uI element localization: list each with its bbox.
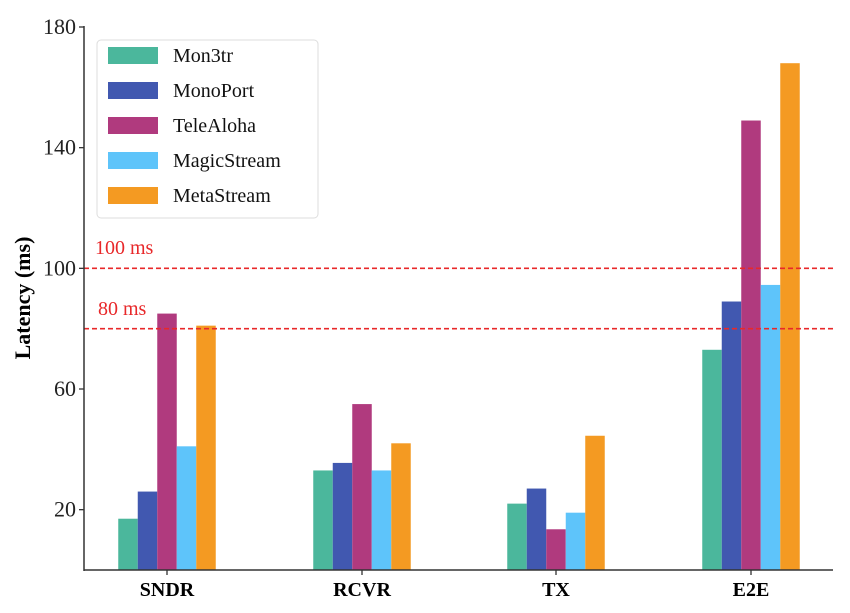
x-tick-label: TX bbox=[542, 579, 570, 601]
y-tick-label: 180 bbox=[43, 14, 76, 39]
bar-mon3tr-sndr bbox=[118, 518, 138, 570]
y-axis-label: Latency (ms) bbox=[10, 237, 35, 360]
bar-magicstream-e2e bbox=[760, 284, 781, 570]
y-tick-label: 100 bbox=[43, 255, 76, 280]
reference-lines: 100 ms 80 ms bbox=[84, 237, 833, 330]
bar-magicstream-rcvr bbox=[371, 470, 392, 570]
reference-label-80: 80 ms bbox=[98, 298, 147, 320]
bar-monoport-sndr bbox=[137, 491, 158, 570]
bar-monoport-tx bbox=[526, 488, 547, 570]
legend-label-magicstream: MagicStream bbox=[173, 150, 281, 172]
legend-label-telealoha: TeleAloha bbox=[173, 115, 256, 137]
y-tick-label: 60 bbox=[54, 376, 76, 401]
reference-label-100: 100 ms bbox=[95, 237, 154, 259]
bar-magicstream-sndr bbox=[176, 446, 197, 570]
bar-telealoha-sndr bbox=[157, 313, 177, 570]
legend-swatch-magicstream bbox=[108, 152, 158, 169]
legend-swatch-mon3tr bbox=[108, 47, 158, 64]
x-tick-label: RCVR bbox=[333, 579, 391, 601]
bar-metastream-rcvr bbox=[391, 443, 411, 570]
legend-swatch-monoport bbox=[108, 82, 158, 99]
bar-mon3tr-e2e bbox=[702, 349, 722, 570]
bar-telealoha-e2e bbox=[741, 120, 761, 571]
bar-mon3tr-tx bbox=[507, 503, 527, 570]
bar-monoport-rcvr bbox=[332, 462, 353, 570]
bar-metastream-tx bbox=[585, 435, 605, 570]
legend: Mon3tr MonoPort TeleAloha MagicStream MetaSt… bbox=[96, 39, 319, 219]
x-tick-label: SNDR bbox=[140, 579, 195, 601]
bar-mon3tr-rcvr bbox=[313, 470, 333, 570]
bar-magicstream-tx bbox=[565, 512, 586, 570]
bar-metastream-e2e bbox=[780, 63, 800, 570]
legend-swatch-telealoha bbox=[108, 117, 158, 134]
bar-metastream-sndr bbox=[196, 325, 216, 570]
bars-group bbox=[118, 63, 800, 571]
bar-monoport-e2e bbox=[721, 301, 742, 570]
legend-label-mon3tr: Mon3tr bbox=[173, 45, 233, 67]
legend-label-metastream: MetaStream bbox=[173, 185, 271, 207]
y-tick-label: 140 bbox=[43, 135, 76, 160]
legend-swatch-metastream bbox=[108, 187, 158, 204]
bar-telealoha-tx bbox=[546, 529, 566, 570]
bar-telealoha-rcvr bbox=[352, 404, 372, 570]
x-axis: SNDR RCVR TX E2E bbox=[84, 569, 833, 601]
x-tick-label: E2E bbox=[733, 579, 770, 601]
legend-label-monoport: MonoPort bbox=[173, 80, 255, 102]
y-tick-label: 20 bbox=[54, 497, 76, 522]
y-axis: 20 60 100 140 180 bbox=[43, 14, 85, 571]
